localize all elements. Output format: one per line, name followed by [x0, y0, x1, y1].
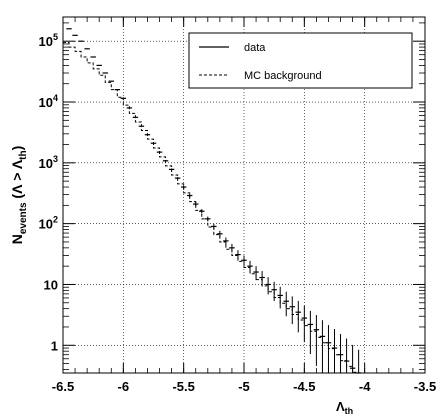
- x-tick-label: -4.5: [293, 379, 315, 394]
- y-tick-label: 104: [39, 93, 58, 110]
- x-axis-label: Λth: [336, 399, 353, 416]
- legend: data MC background: [188, 32, 413, 89]
- y-axis-label-sub2: th: [18, 150, 29, 159]
- data-point: [253, 266, 259, 280]
- x-tick-label: -6: [118, 379, 130, 394]
- y-tick-label: 102: [39, 215, 58, 232]
- data-point: [174, 177, 181, 180]
- x-tick-label: -6.5: [52, 379, 74, 394]
- data-point: [162, 160, 169, 162]
- x-tick-label: -5: [238, 379, 250, 394]
- data-point: [337, 333, 344, 373]
- legend-data-label: data: [244, 42, 266, 54]
- series-data: [66, 28, 362, 374]
- y-tick-label: 103: [39, 154, 58, 171]
- axis-ticks: [62, 17, 426, 373]
- x-axis-label-main: Λ: [336, 399, 345, 414]
- svg-text:Λth: Λth: [336, 399, 353, 416]
- legend-box: [188, 32, 413, 89]
- data-point: [283, 291, 289, 317]
- data-point: [313, 315, 320, 366]
- data-point: [180, 185, 187, 189]
- y-axis-label-sub: events: [18, 202, 29, 234]
- y-tick-label: 105: [39, 32, 58, 49]
- data-point: [277, 286, 283, 309]
- svg-text:Nevents (Λ > Λth): Nevents (Λ > Λth): [9, 146, 29, 245]
- data-point: [331, 329, 338, 373]
- mc-background-histogram: [63, 42, 401, 374]
- x-tick-label: -3.5: [414, 379, 436, 394]
- data-point: [229, 243, 235, 253]
- data-point: [289, 296, 295, 325]
- x-tick-label: -5.5: [172, 379, 194, 394]
- data-point: [247, 260, 253, 273]
- data-point: [205, 216, 211, 222]
- y-axis-label: Nevents (Λ > Λth): [9, 146, 29, 245]
- y-axis-label-rest: (Λ > Λ: [9, 159, 25, 202]
- y-tick-label: 1: [51, 338, 58, 353]
- data-point: [168, 168, 175, 171]
- x-tick-label: -4: [359, 379, 371, 394]
- data-point: [295, 300, 302, 333]
- data-point: [241, 255, 247, 267]
- data-point: [265, 277, 271, 295]
- data-point: [199, 209, 205, 214]
- data-point: [271, 281, 277, 302]
- data-point: [217, 230, 223, 238]
- data-point: [211, 223, 217, 230]
- data-point: [301, 305, 308, 343]
- data-point: [223, 237, 229, 245]
- x-axis-label-sub: th: [345, 406, 354, 416]
- data-point: [343, 338, 350, 373]
- y-axis-label-main: N: [9, 234, 25, 244]
- y-axis-label-close: ): [9, 146, 25, 151]
- x-tick-labels: -6.5 -6 -5.5 -5 -4.5 -4 -3.5: [52, 379, 436, 394]
- data-point: [319, 320, 326, 373]
- data-point: [259, 271, 265, 287]
- data-point: [186, 194, 193, 198]
- data-point: [235, 250, 241, 260]
- data-point: [307, 310, 314, 355]
- y-tick-label: 10: [44, 277, 58, 292]
- data-point: [193, 202, 199, 206]
- legend-mc-label: MC background: [244, 70, 322, 82]
- series-mc-background: [63, 42, 401, 374]
- y-tick-labels: 1 10 102 103 104 105: [39, 32, 58, 353]
- data-point: [325, 325, 332, 373]
